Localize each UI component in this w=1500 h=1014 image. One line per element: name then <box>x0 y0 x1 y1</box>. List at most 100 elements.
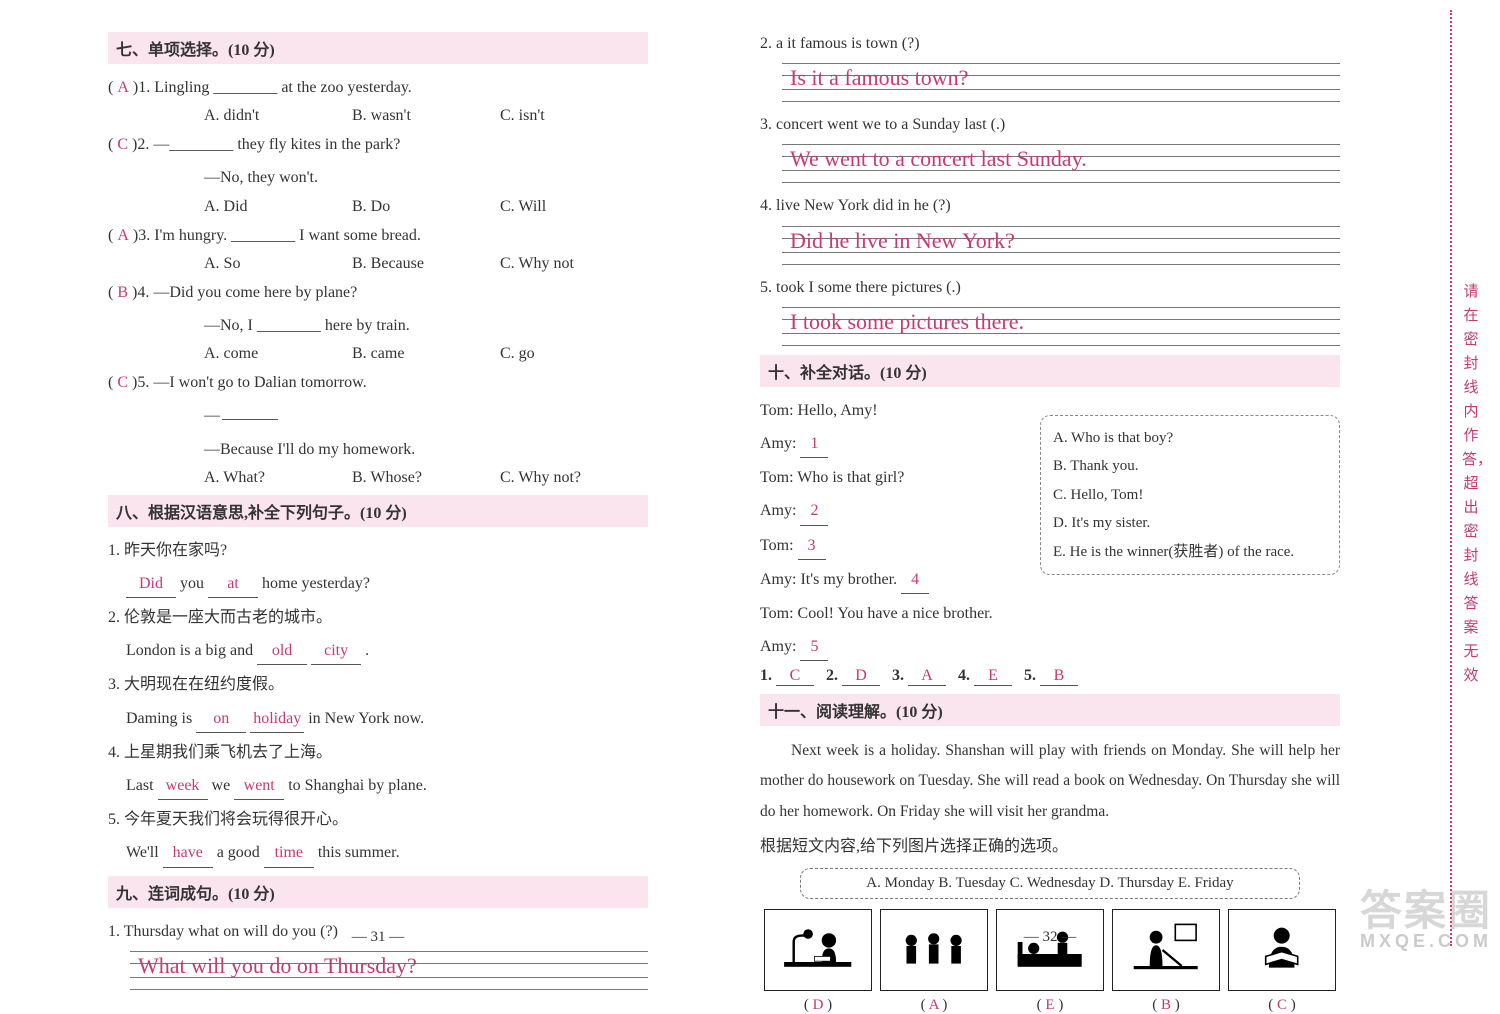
choice: C. go <box>500 345 648 363</box>
picture-row: ( D ) ( A ) <box>762 909 1338 1014</box>
housework-icon <box>1118 918 1213 982</box>
q8-4-cn: 4. 上星期我们乘飞机去了上海。 <box>108 739 648 766</box>
txt: in New York now. <box>304 710 424 727</box>
q7-5-stem2: — <box>108 402 648 429</box>
pic-5-answer: ( C ) <box>1226 997 1338 1014</box>
q7-2-answer: C <box>117 136 128 153</box>
ans: D <box>842 667 880 686</box>
q9-2: 2. a it famous is town (?) <box>760 30 1340 57</box>
ans: B <box>1040 667 1078 686</box>
fill: at <box>208 570 258 598</box>
txt: Last <box>126 777 158 794</box>
q9-4: 4. live New York did in he (?) <box>760 192 1340 219</box>
txt: you <box>176 575 208 592</box>
opt: D. It's my sister. <box>1053 509 1327 538</box>
pic-3: ( E ) <box>994 909 1106 1014</box>
fill: went <box>234 772 284 800</box>
dialogue-options-box: A. Who is that boy? B. Thank you. C. Hel… <box>1040 415 1340 576</box>
q7-1-choices: A. didn't B. wasn't C. isn't <box>108 107 648 125</box>
txt: London is a big and <box>126 642 257 659</box>
q9-3: 3. concert went we to a Sunday last (.) <box>760 111 1340 138</box>
choice: A. come <box>204 345 352 363</box>
q7-4-choices: A. come B. came C. go <box>108 345 648 363</box>
pic-3-answer: ( E ) <box>994 997 1106 1014</box>
ans: A <box>908 667 946 686</box>
q9-5-answer: I took some pictures there. <box>790 309 1024 335</box>
opt: A. Who is that boy? <box>1053 424 1327 453</box>
pic-1-frame <box>764 909 872 991</box>
pic-5: ( C ) <box>1226 909 1338 1014</box>
q7-2: ( C )2. —________ they fly kites in the … <box>108 131 648 158</box>
seal-note: 请在密封线内作答，超出密封线答案无效 <box>1462 280 1480 688</box>
txt: . <box>361 642 369 659</box>
q8-3-en: Daming is on holiday in New York now. <box>108 705 648 733</box>
dlg-8: Amy: 5 <box>760 633 1340 661</box>
opt: E. He is the winner(获胜者) of the race. <box>1053 538 1327 567</box>
fill: week <box>158 772 208 800</box>
page-32: 2. a it famous is town (?) Is it a famou… <box>730 0 1370 956</box>
q9-3-answer: We went to a concert last Sunday. <box>790 146 1087 172</box>
ans: C <box>776 667 814 686</box>
pic-2-frame <box>880 909 988 991</box>
page-31: 七、单项选择。(10 分) ( A )1. Lingling ________ … <box>78 0 678 956</box>
page-number-32: — 32 — <box>730 929 1370 946</box>
fill: city <box>311 637 361 665</box>
q7-4-stem2: —No, I ________ here by train. <box>108 312 648 339</box>
q9-5: 5. took I some there pictures (.) <box>760 274 1340 301</box>
txt: Daming is <box>126 710 196 727</box>
q7-1-stem: 1. Lingling ________ at the zoo yesterda… <box>138 79 412 96</box>
q7-5: ( C )5. —I won't go to Dalian tomorrow. <box>108 369 648 396</box>
txt: to Shanghai by plane. <box>284 777 427 794</box>
choice: B. Because <box>352 255 500 273</box>
q8-5-en: We'll have a good time this summer. <box>108 839 648 867</box>
section-9-header: 九、连词成句。(10 分) <box>108 876 648 908</box>
q9-2-lines: Is it a famous town? <box>782 63 1340 101</box>
pic-5-frame <box>1228 909 1336 991</box>
q7-2-stem2: —No, they won't. <box>108 164 648 191</box>
reading-options-box: A. Monday B. Tuesday C. Wednesday D. Thu… <box>800 868 1300 899</box>
opt: B. Thank you. <box>1053 452 1327 481</box>
q8-3-cn: 3. 大明现在在纽约度假。 <box>108 671 648 698</box>
sec10-answers: 1.C 2.D 3.A 4.E 5.B <box>760 667 1340 686</box>
watermark-big: 答案圈 <box>1360 887 1492 934</box>
pic-1: ( D ) <box>762 909 874 1014</box>
q7-3-answer: A <box>117 227 129 244</box>
reading-passage: Next week is a holiday. Shanshan will pl… <box>760 736 1340 827</box>
page-number-31: — 31 — <box>78 929 678 946</box>
q8-4-en: Last week we went to Shanghai by plane. <box>108 772 648 800</box>
passage-text: Next week is a holiday. Shanshan will pl… <box>760 736 1340 827</box>
choice: B. Whose? <box>352 469 500 487</box>
q8-1-en: Did you at home yesterday? <box>108 570 648 598</box>
pic-1-answer: ( D ) <box>762 997 874 1014</box>
choice: C. Why not <box>500 255 648 273</box>
q7-1-answer: A <box>117 79 129 96</box>
q8-2-en: London is a big and old city . <box>108 637 648 665</box>
q9-3-lines: We went to a concert last Sunday. <box>782 144 1340 182</box>
pic-4-frame <box>1112 909 1220 991</box>
q8-5-cn: 5. 今年夏天我们将会玩得很开心。 <box>108 806 648 833</box>
watermark-small: MXQE.COM <box>1360 932 1492 950</box>
fill: time <box>264 839 314 867</box>
choice: A. So <box>204 255 352 273</box>
q9-4-answer: Did he live in New York? <box>790 228 1015 254</box>
choice: C. isn't <box>500 107 648 125</box>
q7-4-answer: B <box>117 284 128 301</box>
fill: holiday <box>250 705 304 733</box>
watermark: 答案圈 MXQE.COM <box>1360 890 1492 950</box>
q9-2-answer: Is it a famous town? <box>790 65 968 91</box>
pic-3-frame <box>996 909 1104 991</box>
section-7-header: 七、单项选择。(10 分) <box>108 32 648 64</box>
read-book-icon <box>1234 918 1329 982</box>
pic-2: ( A ) <box>878 909 990 1014</box>
txt: We'll <box>126 844 163 861</box>
pic-4: ( B ) <box>1110 909 1222 1014</box>
fill: on <box>196 705 246 733</box>
choice: A. Did <box>204 198 352 216</box>
fill: old <box>257 637 307 665</box>
txt: a good <box>213 844 264 861</box>
q7-1: ( A )1. Lingling ________ at the zoo yes… <box>108 74 648 101</box>
q7-5-answer: C <box>117 374 128 391</box>
reading-instruction: 根据短文内容,给下列图片选择正确的选项。 <box>760 833 1340 860</box>
section-10-header: 十、补全对话。(10 分) <box>760 355 1340 387</box>
q7-2-stem: 2. —________ they fly kites in the park? <box>137 136 400 153</box>
